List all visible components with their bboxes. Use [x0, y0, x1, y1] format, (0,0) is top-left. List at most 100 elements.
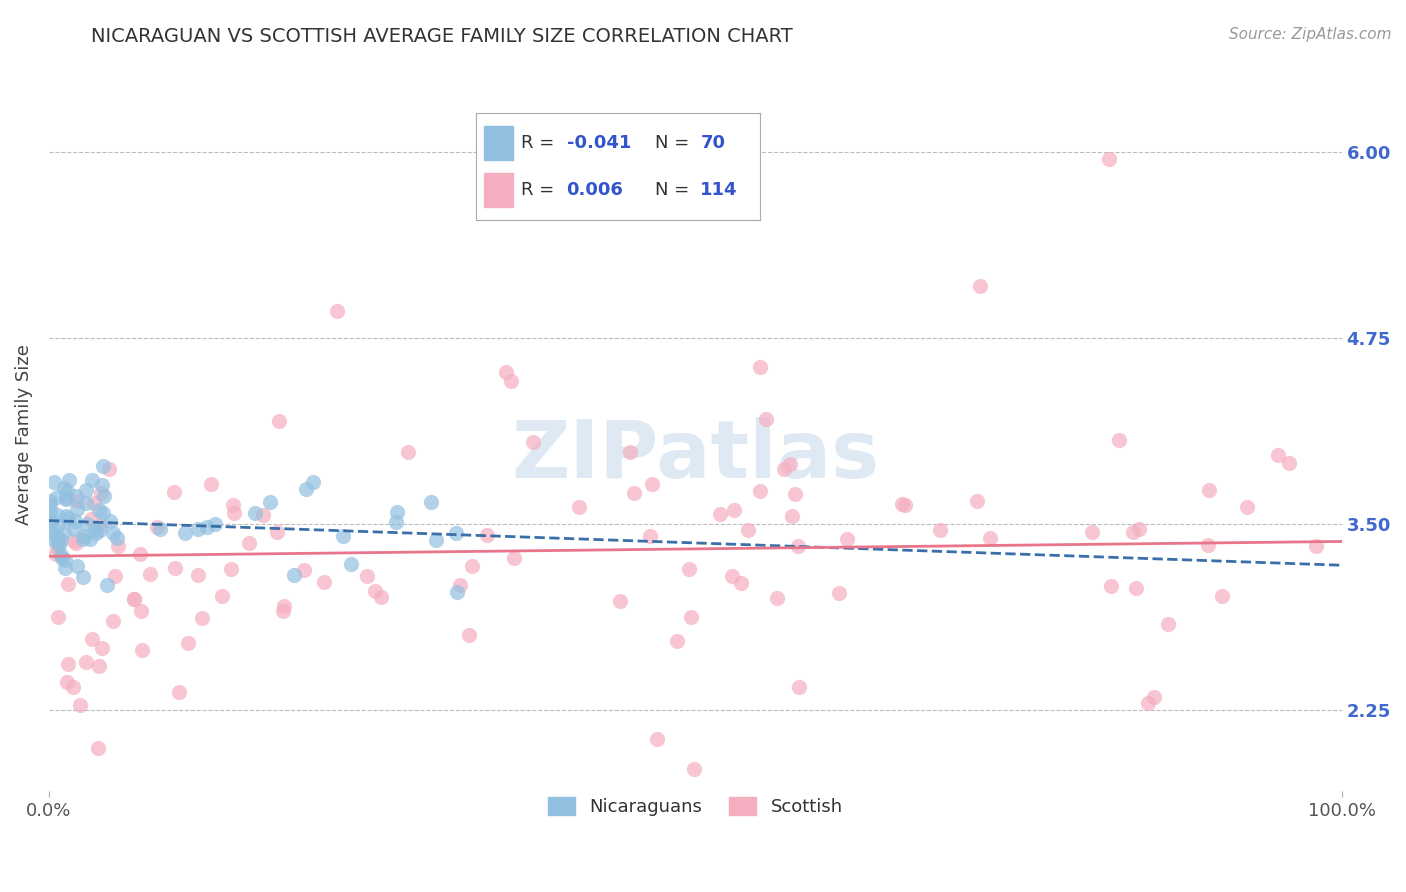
- Point: [107, 539, 129, 553]
- Point: [165, 560, 187, 574]
- Point: [39, 498, 62, 512]
- Point: [568, 500, 591, 514]
- Point: [425, 533, 447, 547]
- Point: [96, 578, 118, 592]
- Point: [1081, 525, 1104, 540]
- Legend: Nicaraguans, Scottish: Nicaraguans, Scottish: [538, 788, 852, 825]
- Point: [893, 498, 915, 512]
- Point: [65, 536, 87, 550]
- Point: [385, 516, 408, 530]
- Point: [1157, 617, 1180, 632]
- Point: [273, 604, 295, 618]
- Point: [129, 604, 152, 618]
- Point: [929, 523, 952, 537]
- Point: [449, 578, 471, 592]
- Point: [80, 632, 103, 646]
- Point: [62, 681, 84, 695]
- Point: [502, 551, 524, 566]
- Point: [56, 576, 79, 591]
- Point: [39, 494, 62, 508]
- Point: [211, 590, 233, 604]
- Point: [638, 529, 661, 543]
- Point: [356, 569, 378, 583]
- Point: [283, 568, 305, 582]
- Point: [65, 558, 87, 573]
- Point: [301, 475, 323, 489]
- Point: [1197, 538, 1219, 552]
- Point: [666, 634, 689, 648]
- Point: [129, 547, 152, 561]
- Point: [72, 532, 94, 546]
- Point: [97, 462, 120, 476]
- Point: [39, 519, 62, 533]
- Point: [243, 507, 266, 521]
- Point: [683, 762, 706, 776]
- Point: [679, 609, 702, 624]
- Point: [75, 655, 97, 669]
- Point: [63, 514, 86, 528]
- Point: [46, 609, 69, 624]
- Point: [93, 489, 115, 503]
- Point: [195, 519, 218, 533]
- Point: [146, 520, 169, 534]
- Point: [364, 584, 387, 599]
- Point: [458, 627, 481, 641]
- Point: [828, 586, 851, 600]
- Point: [55, 491, 77, 506]
- Point: [89, 523, 111, 537]
- Point: [51, 551, 73, 566]
- Point: [787, 680, 810, 694]
- Point: [89, 503, 111, 517]
- Point: [122, 592, 145, 607]
- Point: [723, 503, 745, 517]
- Point: [1305, 539, 1327, 553]
- Point: [131, 642, 153, 657]
- Point: [86, 740, 108, 755]
- Point: [783, 487, 806, 501]
- Point: [273, 599, 295, 613]
- Text: ZIPatlas: ZIPatlas: [512, 417, 880, 495]
- Point: [46, 508, 69, 522]
- Point: [46, 540, 69, 554]
- Point: [396, 444, 419, 458]
- Point: [292, 563, 315, 577]
- Point: [76, 516, 98, 531]
- Point: [890, 497, 912, 511]
- Point: [370, 590, 392, 604]
- Point: [72, 570, 94, 584]
- Point: [80, 512, 103, 526]
- Point: [83, 496, 105, 510]
- Point: [266, 524, 288, 539]
- Point: [191, 610, 214, 624]
- Point: [138, 566, 160, 581]
- Point: [53, 481, 76, 495]
- Point: [259, 494, 281, 508]
- Point: [90, 486, 112, 500]
- Point: [295, 482, 318, 496]
- Point: [42, 475, 65, 490]
- Point: [446, 585, 468, 599]
- Point: [326, 304, 349, 318]
- Point: [221, 562, 243, 576]
- Point: [90, 640, 112, 655]
- Point: [835, 532, 858, 546]
- Point: [773, 462, 796, 476]
- Point: [641, 476, 664, 491]
- Point: [312, 575, 335, 590]
- Point: [90, 517, 112, 532]
- Point: [252, 508, 274, 523]
- Point: [56, 675, 79, 690]
- Point: [678, 562, 700, 576]
- Point: [755, 412, 778, 426]
- Point: [87, 658, 110, 673]
- Point: [495, 365, 517, 379]
- Point: [82, 473, 104, 487]
- Point: [461, 558, 484, 573]
- Point: [1211, 589, 1233, 603]
- Point: [66, 501, 89, 516]
- Point: [38, 504, 60, 518]
- Point: [501, 374, 523, 388]
- Point: [1236, 500, 1258, 514]
- Point: [187, 522, 209, 536]
- Point: [780, 509, 803, 524]
